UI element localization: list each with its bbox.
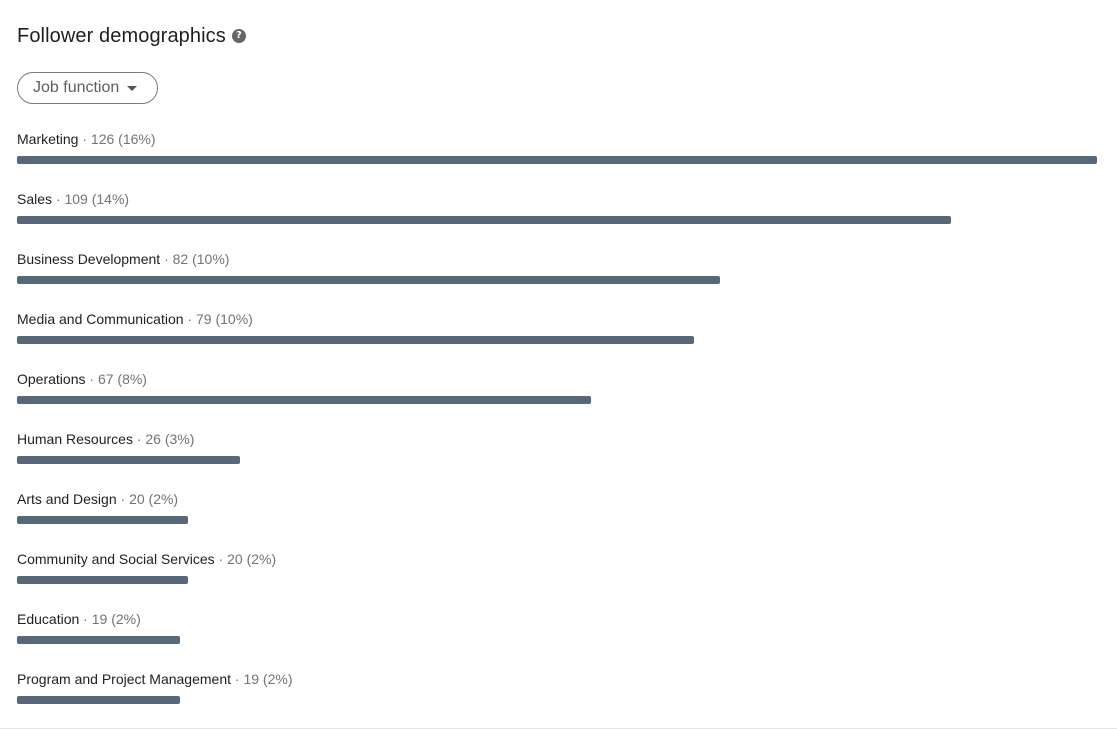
- demographic-bar: [17, 396, 591, 404]
- demographic-label: Business Development · 82 (10%): [17, 250, 229, 268]
- demographic-bar: [17, 216, 951, 224]
- demographic-name: Operations: [17, 371, 86, 387]
- job-function-dropdown[interactable]: Job function: [17, 72, 158, 104]
- card-header: Follower demographics ?: [17, 22, 246, 50]
- demographic-percent: (2%): [262, 671, 293, 687]
- demographic-name: Program and Project Management: [17, 671, 231, 687]
- caret-down-icon: [127, 85, 138, 91]
- demographic-bar: [17, 156, 1097, 164]
- demographic-name: Sales: [17, 191, 53, 207]
- demographic-count: 126: [90, 131, 115, 147]
- demographic-percent: (2%): [111, 611, 141, 627]
- demographics-list: Marketing · 126 (16%) Sales · 109 (14%) Bu…: [17, 128, 1097, 728]
- demographic-label: Arts and Design · 20 (2%): [17, 490, 178, 508]
- demographic-row: Education · 19 (2%): [17, 608, 1097, 668]
- demographic-count: 109: [64, 191, 88, 207]
- demographic-name: Community and Social Services: [17, 551, 215, 567]
- demographic-name: Human Resources: [17, 431, 133, 447]
- demographic-bar: [17, 636, 180, 644]
- demographic-bar: [17, 696, 180, 704]
- separator-dot: ·: [214, 551, 228, 567]
- demographic-count: 26: [145, 431, 161, 447]
- demographic-percent: (14%): [91, 191, 130, 207]
- demographic-name: Business Development: [17, 251, 161, 267]
- demographic-label: Media and Communication · 79 (10%): [17, 310, 253, 328]
- demographic-label: Marketing · 126 (16%): [17, 130, 156, 148]
- demographic-row: Sales · 109 (14%): [17, 188, 1097, 248]
- demographic-percent: (16%): [118, 131, 156, 147]
- demographic-name: Education: [17, 611, 80, 627]
- demographic-row: Community and Social Services · 20 (2%): [17, 548, 1097, 608]
- demographic-label: Operations · 67 (8%): [17, 370, 147, 388]
- demographic-bar: [17, 336, 694, 344]
- separator-dot: ·: [78, 131, 91, 147]
- demographic-count: 20: [227, 551, 243, 567]
- demographic-bar: [17, 276, 720, 284]
- demographic-percent: (10%): [215, 311, 253, 327]
- demographic-row: Business Development · 82 (10%): [17, 248, 1097, 308]
- demographic-row: Marketing · 126 (16%): [17, 128, 1097, 188]
- separator-dot: ·: [116, 491, 130, 507]
- demographic-bar: [17, 456, 240, 464]
- demographic-label: Education · 19 (2%): [17, 610, 141, 628]
- demographic-count: 82: [172, 251, 189, 267]
- demographic-label: Program and Project Management · 19 (2%): [17, 670, 292, 688]
- help-icon[interactable]: ?: [231, 29, 246, 43]
- demographic-row: Human Resources · 26 (3%): [17, 428, 1097, 488]
- demographic-row: Operations · 67 (8%): [17, 368, 1097, 428]
- demographic-percent: (3%): [164, 431, 195, 447]
- dropdown-selected-label: Job function: [33, 79, 120, 96]
- demographic-name: Media and Communication: [17, 311, 184, 327]
- separator-dot: ·: [52, 191, 65, 207]
- demographic-percent: (10%): [192, 251, 230, 267]
- demographic-percent: (2%): [148, 491, 179, 507]
- demographic-percent: (8%): [117, 371, 147, 387]
- demographic-count: 19: [243, 671, 260, 687]
- demographic-name: Arts and Design: [17, 491, 117, 507]
- separator-dot: ·: [231, 671, 244, 687]
- demographic-row: Program and Project Management · 19 (2%): [17, 668, 1097, 728]
- separator-dot: ·: [79, 611, 92, 627]
- demographic-label: Human Resources · 26 (3%): [17, 430, 194, 448]
- demographic-count: 19: [91, 611, 108, 627]
- demographic-count: 79: [195, 311, 212, 327]
- demographic-row: Arts and Design · 20 (2%): [17, 488, 1097, 548]
- separator-dot: ·: [85, 371, 98, 387]
- demographic-label: Community and Social Services · 20 (2%): [17, 550, 276, 568]
- demographic-name: Marketing: [17, 131, 79, 147]
- demographic-percent: (2%): [246, 551, 277, 567]
- demographic-count: 67: [97, 371, 114, 387]
- demographic-label: Sales · 109 (14%): [17, 190, 129, 208]
- demographic-bar: [17, 516, 188, 524]
- separator-dot: ·: [160, 251, 173, 267]
- separator-dot: ·: [132, 431, 146, 447]
- page-title: Follower demographics: [17, 24, 226, 47]
- demographic-count: 20: [129, 491, 145, 507]
- bottom-divider: [0, 728, 1117, 729]
- separator-dot: ·: [183, 311, 196, 327]
- demographic-row: Media and Communication · 79 (10%): [17, 308, 1097, 368]
- demographic-bar: [17, 576, 188, 584]
